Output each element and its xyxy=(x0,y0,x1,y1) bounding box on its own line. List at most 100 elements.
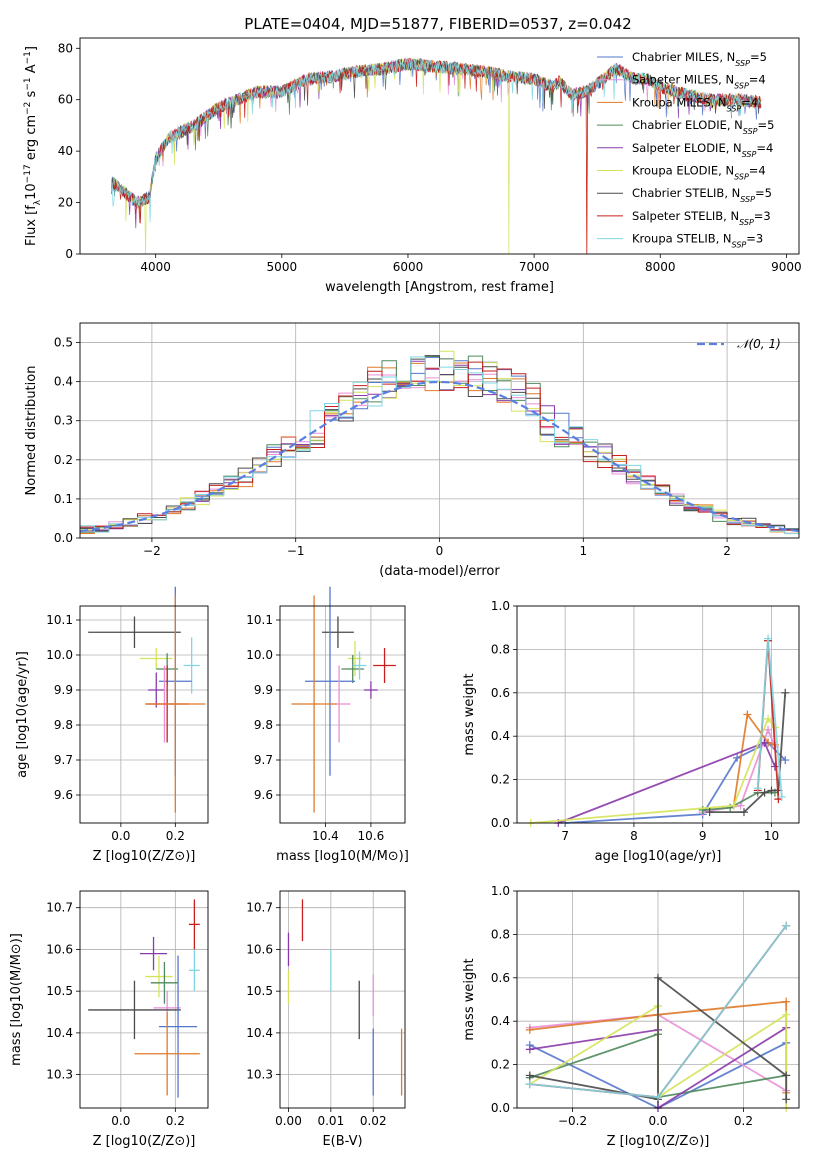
x-tick-label: 0.2 xyxy=(166,829,185,843)
y-tick-label: 0.1 xyxy=(54,492,73,506)
data-point xyxy=(352,651,367,680)
y-tick-label: 10.1 xyxy=(246,613,273,627)
ylabel-part: s xyxy=(24,90,39,101)
x-tick-label: 0.02 xyxy=(360,1114,387,1128)
weight-marker xyxy=(753,784,762,793)
axes-frame xyxy=(516,605,800,824)
mass-ebv-panel: 0.00 0.01 0.02 10.3 10.4 10.5 10.6 10.7 E(B-V) xyxy=(246,890,406,1149)
spectrum-line-chabrier-elodie xyxy=(111,58,762,220)
x-tick-label: −1 xyxy=(287,544,305,558)
axes-frame xyxy=(516,890,800,1109)
ylabel-part: 10 xyxy=(24,183,39,200)
legend-nssp: =5 xyxy=(755,186,772,200)
weight-marker xyxy=(525,1025,534,1034)
x-axis-label: mass [log10(M/M⊙)] xyxy=(276,849,409,864)
y-tick-label: 10.3 xyxy=(46,1068,73,1082)
x-tick-label: 10.6 xyxy=(358,829,385,843)
legend-sub: SSP xyxy=(735,59,750,68)
y-tick-label: 0.0 xyxy=(54,531,73,545)
weight-marker xyxy=(525,1071,534,1080)
ylabel-part: A xyxy=(24,64,39,77)
ylabel-sup: −1 xyxy=(23,77,33,90)
data-point xyxy=(134,1012,200,1096)
y-tick-label: 10.1 xyxy=(46,613,73,627)
x-tick-label: −2 xyxy=(143,544,161,558)
y-tick-label: 0.4 xyxy=(491,729,510,743)
x-tick-label: 10.4 xyxy=(312,829,339,843)
y-tick-label: 1.0 xyxy=(491,599,510,613)
legend-entry: Chabrier ELODIE, NSSP=5 xyxy=(632,118,774,136)
spectrum-line-kroupa-stelib xyxy=(111,57,762,223)
spectrum-panel: 4000 5000 6000 7000 8000 9000 0 20 40 60 80 wavelen… xyxy=(23,37,802,295)
weight-series-kroupa-elodie xyxy=(526,714,779,827)
x-tick-label: 0.01 xyxy=(317,1114,344,1128)
weight-marker xyxy=(782,1095,791,1104)
hist-step-chabrier-stelib xyxy=(80,355,799,532)
weight-line xyxy=(530,717,776,824)
x-tick-label: 0.2 xyxy=(734,1114,753,1128)
legend-entry: Kroupa ELODIE, NSSP=4 xyxy=(632,164,766,182)
axes-frame xyxy=(79,605,209,824)
data-point xyxy=(183,637,200,694)
data-point xyxy=(291,595,337,813)
y-tick-label: 10.0 xyxy=(246,648,273,662)
y-tick-label: 0.4 xyxy=(491,1014,510,1028)
x-axis-label: Z [log10(Z/Z⊙)] xyxy=(607,1134,710,1149)
weight-marker xyxy=(782,1010,791,1019)
y-tick-label: 10.4 xyxy=(46,1026,73,1040)
y-tick-label: 10.0 xyxy=(46,648,73,662)
y-axis-label: mass [log10(M/M⊙)] xyxy=(9,933,24,1066)
weight-marker xyxy=(764,714,773,723)
weight-marker xyxy=(781,756,790,765)
legend-nssp: =4 xyxy=(741,95,758,109)
legend-entry: Chabrier STELIB, NSSP=5 xyxy=(632,186,772,204)
hist-steps xyxy=(80,350,799,536)
x-tick-label: 9 xyxy=(699,829,707,843)
y-tick-label: 10.4 xyxy=(246,1026,273,1040)
weight-series-salpeter-elodie xyxy=(554,738,779,827)
legend-nssp: =3 xyxy=(746,232,763,246)
x-tick-label: −0.2 xyxy=(558,1114,587,1128)
legend-nssp: =4 xyxy=(749,164,766,178)
mass-z-panel: 0.0 0.2 10.3 10.4 10.5 10.6 10.7 Z [log10(Z/Z⊙)… xyxy=(9,890,209,1149)
legend-entry: Salpeter MILES, NSSP=4 xyxy=(632,73,766,91)
data-point xyxy=(305,586,355,776)
weight-marker xyxy=(739,808,748,817)
weight-line xyxy=(756,638,783,798)
weight-series-chabrier-stelib xyxy=(525,973,791,1104)
data-point xyxy=(145,955,173,998)
weight-marker xyxy=(782,997,791,1006)
y-tick-label: 9.7 xyxy=(54,753,73,767)
weight-marker xyxy=(764,634,773,643)
legend-sub: SSP xyxy=(734,81,749,90)
x-tick-label: 8 xyxy=(630,829,638,843)
x-axis-label: wavelength [Angstrom, rest frame] xyxy=(325,280,554,295)
y-tick-label: 9.9 xyxy=(54,683,73,697)
x-axis-label: Z [log10(Z/Z⊙)] xyxy=(93,1134,196,1149)
x-tick-label: 7 xyxy=(561,829,569,843)
x-axis-label: E(B-V) xyxy=(322,1134,362,1149)
weight-marker xyxy=(767,786,776,795)
weight-age-panel: 7 8 9 10 0.0 0.2 0.4 0.6 0.8 1.0 age [log10(age/yr… xyxy=(462,599,800,864)
x-tick-label: 7000 xyxy=(519,260,550,274)
weight-marker xyxy=(698,805,707,814)
x-tick-label: 10 xyxy=(764,829,779,843)
spectrum-lines xyxy=(111,57,762,254)
y-tick-label: 20 xyxy=(58,196,73,210)
y-tick-label: 0.3 xyxy=(54,414,73,428)
data-point xyxy=(373,648,396,683)
y-tick-label: 9.9 xyxy=(254,683,273,697)
weight-series-kroupa-stelib xyxy=(753,634,786,801)
y-tick-label: 9.8 xyxy=(54,718,73,732)
legend-sub: SSP xyxy=(727,104,742,113)
x-tick-label: 6000 xyxy=(393,260,424,274)
x-tick-label: 0.0 xyxy=(648,1114,667,1128)
axes-frame xyxy=(79,890,209,1109)
y-tick-label: 60 xyxy=(58,93,73,107)
legend-entry: Salpeter ELODIE, NSSP=4 xyxy=(632,141,773,159)
data-point xyxy=(139,936,168,971)
x-axis-label: age [log10(age/yr)] xyxy=(595,849,722,864)
data-point xyxy=(341,655,365,683)
weight-marker xyxy=(764,725,773,734)
